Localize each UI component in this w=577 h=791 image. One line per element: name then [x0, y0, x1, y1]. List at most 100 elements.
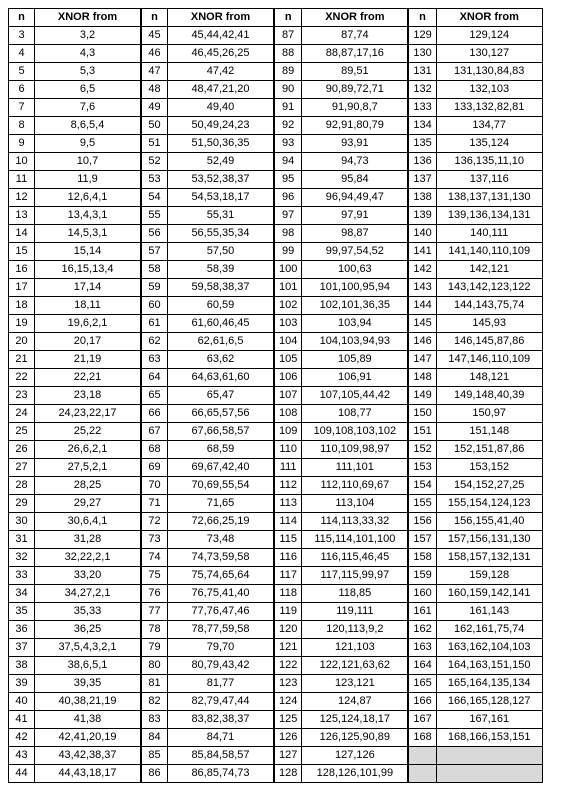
table-row: 128128,126,101,99 [275, 765, 408, 783]
cell-xnor: 161,143 [436, 603, 542, 621]
cell-n: 47 [142, 63, 168, 81]
table-row: 126126,125,90,89 [275, 729, 408, 747]
cell-n: 11 [9, 171, 35, 189]
table-row: 107107,105,44,42 [275, 387, 408, 405]
cell-xnor: 55,31 [168, 207, 274, 225]
table-row: 144144,143,75,74 [409, 297, 542, 315]
cell-xnor: 33,20 [35, 567, 141, 585]
table-row [409, 747, 542, 765]
cell-xnor: 65,47 [168, 387, 274, 405]
cell-xnor: 37,5,4,3,2,1 [35, 639, 141, 657]
cell-n: 65 [142, 387, 168, 405]
cell-xnor: 107,105,44,42 [302, 387, 408, 405]
table-row: 4747,42 [142, 63, 274, 81]
table-row: 157157,156,131,130 [409, 531, 542, 549]
cell-n: 7 [9, 99, 35, 117]
table-row: 109109,108,103,102 [275, 423, 408, 441]
cell-xnor: 152,151,87,86 [436, 441, 542, 459]
cell-n: 136 [409, 153, 436, 171]
cell-n: 51 [142, 135, 168, 153]
cell-xnor: 130,127 [436, 45, 542, 63]
cell-n: 74 [142, 549, 168, 567]
cell-xnor: 159,128 [436, 567, 542, 585]
cell-xnor: 29,27 [35, 495, 141, 513]
table-row: 9090,89,72,71 [275, 81, 408, 99]
table-row: 127127,126 [275, 747, 408, 765]
cell-n: 9 [9, 135, 35, 153]
table-row: 7474,73,59,58 [142, 549, 274, 567]
cell-xnor: 82,79,47,44 [168, 693, 274, 711]
cell-n: 28 [9, 477, 35, 495]
cell-n: 88 [275, 45, 302, 63]
table-row: 166166,165,128,127 [409, 693, 542, 711]
cell-xnor: 6,5 [35, 81, 141, 99]
cell-xnor: 105,89 [302, 351, 408, 369]
table-row: 4242,41,20,19 [9, 729, 141, 747]
table-row: 3838,6,5,1 [9, 657, 141, 675]
cell-n: 116 [275, 549, 302, 567]
table-row: 137137,116 [409, 171, 542, 189]
cell-xnor: 122,121,63,62 [302, 657, 408, 675]
cell-xnor: 108,77 [302, 405, 408, 423]
cell-n: 32 [9, 549, 35, 567]
cell-n: 95 [275, 171, 302, 189]
cell-xnor: 128,126,101,99 [302, 765, 408, 783]
table-row: 9999,97,54,52 [275, 243, 408, 261]
cell-n: 153 [409, 459, 436, 477]
table-row: 1818,11 [9, 297, 141, 315]
table-row: 145145,93 [409, 315, 542, 333]
table-row: 4646,45,26,25 [142, 45, 274, 63]
cell-n: 16 [9, 261, 35, 279]
cell-n: 86 [142, 765, 168, 783]
table-row: 9595,84 [275, 171, 408, 189]
cell-xnor: 12,6,4,1 [35, 189, 141, 207]
cell-n: 130 [409, 45, 436, 63]
table-row: 106106,91 [275, 369, 408, 387]
cell-xnor: 41,38 [35, 711, 141, 729]
cell-n: 48 [142, 81, 168, 99]
cell-n: 26 [9, 441, 35, 459]
cell-n: 3 [9, 27, 35, 45]
table-row: 7373,48 [142, 531, 274, 549]
cell-xnor: 46,45,26,25 [168, 45, 274, 63]
table-row: 6666,65,57,56 [142, 405, 274, 423]
cell-n: 138 [409, 189, 436, 207]
cell-xnor: 110,109,98,97 [302, 441, 408, 459]
cell-xnor: 42,41,20,19 [35, 729, 141, 747]
cell-xnor: 119,111 [302, 603, 408, 621]
cell-xnor: 78,77,59,58 [168, 621, 274, 639]
table-row: 8585,84,58,57 [142, 747, 274, 765]
cell-n: 13 [9, 207, 35, 225]
cell-n: 131 [409, 63, 436, 81]
cell-xnor: 123,121 [302, 675, 408, 693]
table-row: 148148,121 [409, 369, 542, 387]
table-row: 4949,40 [142, 99, 274, 117]
table-row: 121121,103 [275, 639, 408, 657]
cell-xnor: 93,91 [302, 135, 408, 153]
cell-xnor: 113,104 [302, 495, 408, 513]
header-n: n [275, 9, 302, 27]
cell-xnor: 125,124,18,17 [302, 711, 408, 729]
cell-xnor: 126,125,90,89 [302, 729, 408, 747]
table-row: 142142,121 [409, 261, 542, 279]
cell-xnor: 18,11 [35, 297, 141, 315]
table-row: 5353,52,38,37 [142, 171, 274, 189]
cell-n: 104 [275, 333, 302, 351]
cell-n: 56 [142, 225, 168, 243]
xnor-table-wrap: n XNOR from 33,244,355,366,577,688,6,5,4… [8, 8, 569, 783]
table-row: 8989,51 [275, 63, 408, 81]
table-row: 8484,71 [142, 729, 274, 747]
cell-n: 152 [409, 441, 436, 459]
cell-xnor: 76,75,41,40 [168, 585, 274, 603]
xnor-col-group-3: n XNOR from 129129,124130130,127131131,1… [408, 8, 542, 783]
cell-n: 10 [9, 153, 35, 171]
cell-xnor: 72,66,25,19 [168, 513, 274, 531]
cell-n: 73 [142, 531, 168, 549]
cell-n: 72 [142, 513, 168, 531]
table-row: 133133,132,82,81 [409, 99, 542, 117]
cell-n: 62 [142, 333, 168, 351]
xnor-col-group-1: n XNOR from 4545,44,42,414646,45,26,2547… [141, 8, 274, 783]
cell-xnor: 106,91 [302, 369, 408, 387]
xnor-col-group-0: n XNOR from 33,244,355,366,577,688,6,5,4… [8, 8, 141, 783]
cell-n: 129 [409, 27, 436, 45]
